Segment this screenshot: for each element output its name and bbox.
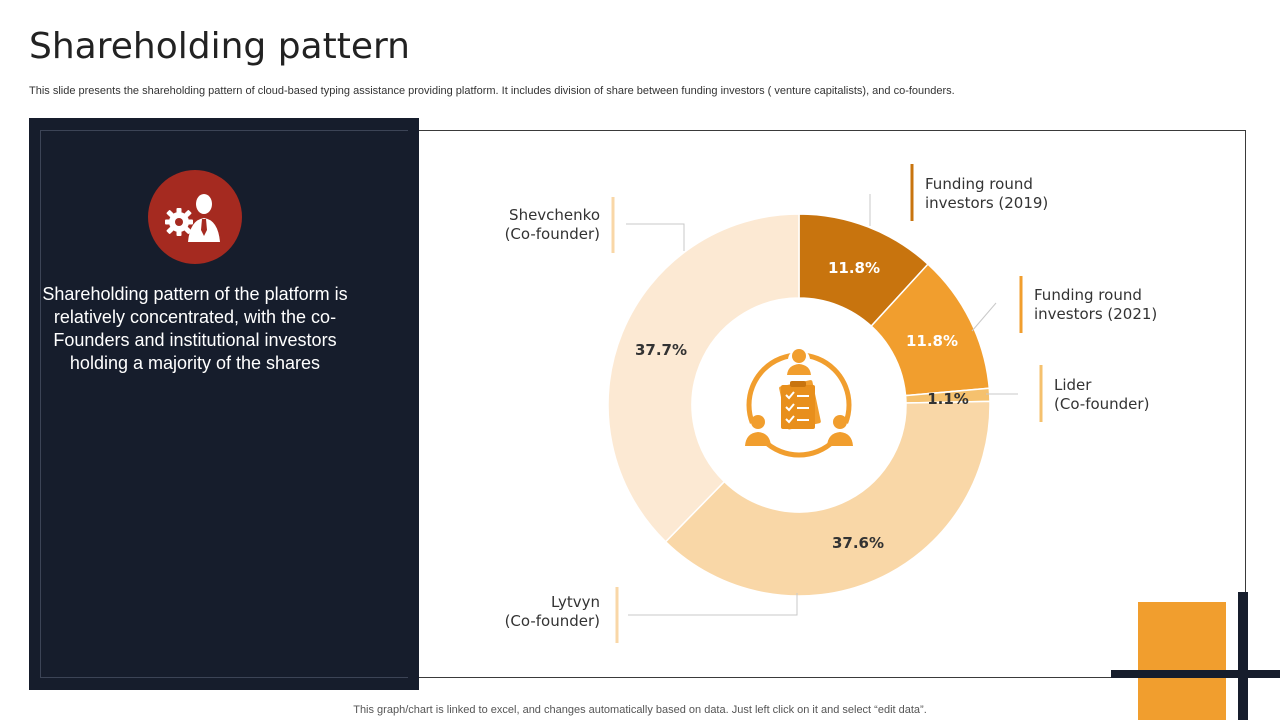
slice-category-label: Funding round investors (2021) <box>1034 286 1157 323</box>
slice-value-label: 1.1% <box>927 390 969 408</box>
team-clipboard-icon <box>745 349 853 458</box>
slice-value-label: 11.8% <box>906 332 958 350</box>
panel-border <box>40 130 408 678</box>
decor-vertical-bar <box>1238 592 1248 720</box>
leader-line <box>971 302 997 332</box>
decor-horizontal-bar <box>1111 670 1280 678</box>
leader-line <box>626 223 685 251</box>
donut-slice <box>664 400 991 597</box>
donut-slice <box>607 213 800 543</box>
insight-text: Shareholding pattern of the platform is … <box>42 284 348 373</box>
slice-category-label: Shevchenko (Co-founder) <box>505 206 600 243</box>
slice-value-label: 11.8% <box>828 259 880 277</box>
slice-category-label: Lider (Co-founder) <box>1054 376 1149 413</box>
page-title: Shareholding pattern <box>29 26 410 67</box>
shareholding-donut-chart: 11.8% 11.8% 1.1% 37.6% 37.7% Funding round in… <box>505 164 1157 643</box>
slice-value-label: 37.6% <box>832 534 884 552</box>
slice-category-label: Funding round investors (2019) <box>925 175 1048 212</box>
slice-category-label: Lytvyn (Co-founder) <box>505 593 600 630</box>
leader-line <box>628 593 798 616</box>
decor-orange-block <box>1138 602 1226 720</box>
slice-value-label: 37.7% <box>635 341 687 359</box>
businessman-gear-icon <box>148 170 242 264</box>
footer-note: This graph/chart is linked to excel, and… <box>353 704 927 716</box>
page-subtitle: This slide presents the shareholding pat… <box>29 85 955 97</box>
